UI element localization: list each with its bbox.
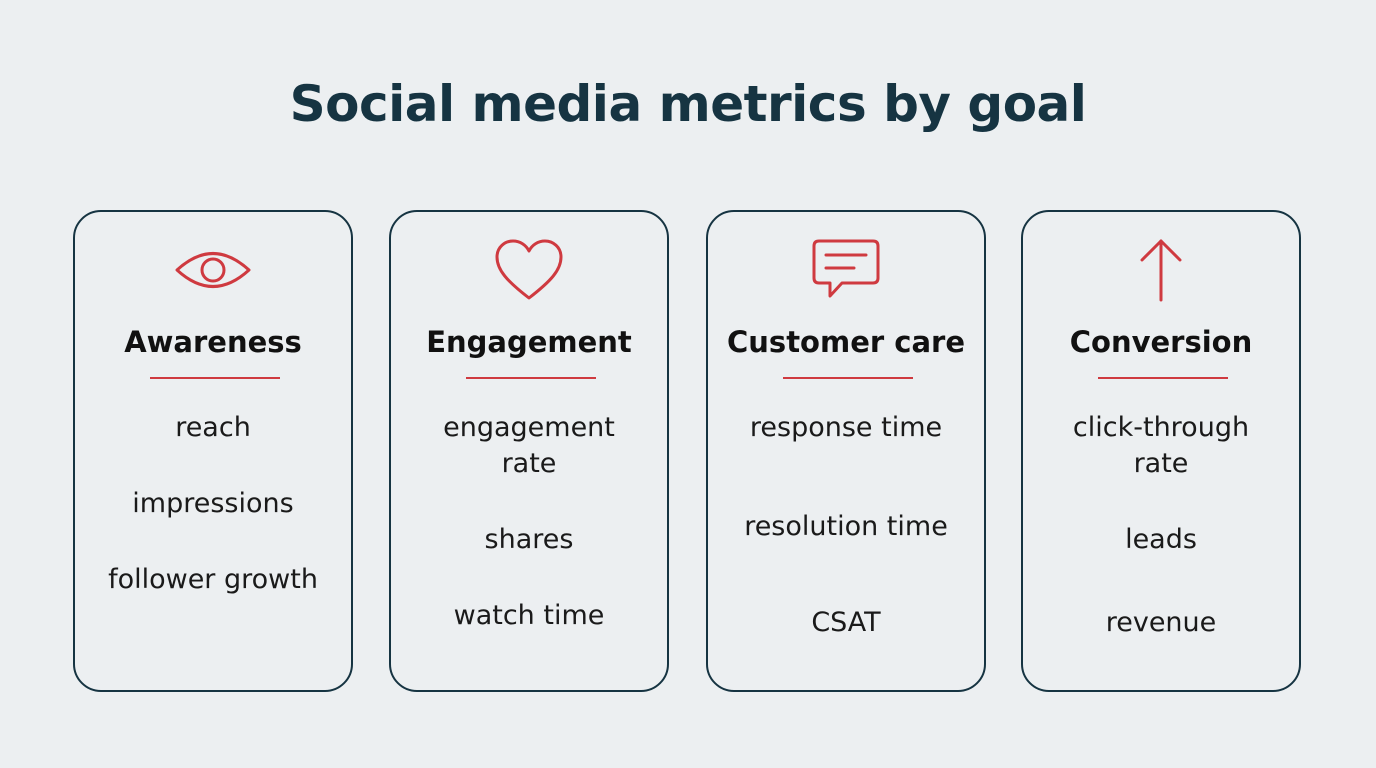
arrow-up-icon bbox=[1023, 236, 1299, 304]
metric-item: impressions bbox=[132, 488, 294, 519]
card-heading: Conversion bbox=[1069, 325, 1253, 359]
page-title: Social media metrics by goal bbox=[289, 75, 1087, 133]
heading-divider bbox=[150, 377, 280, 379]
metric-item: leads bbox=[1125, 524, 1197, 555]
metric-item: CSAT bbox=[811, 607, 881, 638]
heading-divider bbox=[783, 377, 913, 379]
metric-item: revenue bbox=[1105, 607, 1217, 638]
goal-card-customer-care: Customer care response time resolution t… bbox=[706, 210, 986, 692]
heart-icon bbox=[391, 236, 667, 304]
metric-item: engagement rate bbox=[391, 410, 667, 482]
eye-icon bbox=[75, 236, 351, 304]
metric-item: click-through rate bbox=[1023, 410, 1299, 482]
heading-divider bbox=[1098, 377, 1228, 379]
metric-item: follower growth bbox=[108, 564, 318, 595]
card-heading: Engagement bbox=[426, 325, 632, 359]
metric-line: click-through rate bbox=[1072, 412, 1250, 479]
chat-bubble-icon bbox=[708, 236, 984, 304]
metric-line: engagement rate bbox=[443, 412, 615, 479]
goal-card-engagement: Engagement engagement rate shares watch … bbox=[389, 210, 669, 692]
goal-card-conversion: Conversion click-through rate leads reve… bbox=[1021, 210, 1301, 692]
goal-card-awareness: Awareness reach impressions follower gro… bbox=[73, 210, 353, 692]
metric-item: resolution time bbox=[744, 511, 948, 542]
card-heading: Awareness bbox=[124, 325, 302, 359]
metric-item: response time bbox=[749, 412, 943, 443]
metric-item: reach bbox=[175, 412, 251, 443]
card-heading: Customer care bbox=[727, 325, 965, 359]
metric-item: shares bbox=[484, 524, 574, 555]
metric-item: watch time bbox=[453, 600, 605, 631]
heading-divider bbox=[466, 377, 596, 379]
